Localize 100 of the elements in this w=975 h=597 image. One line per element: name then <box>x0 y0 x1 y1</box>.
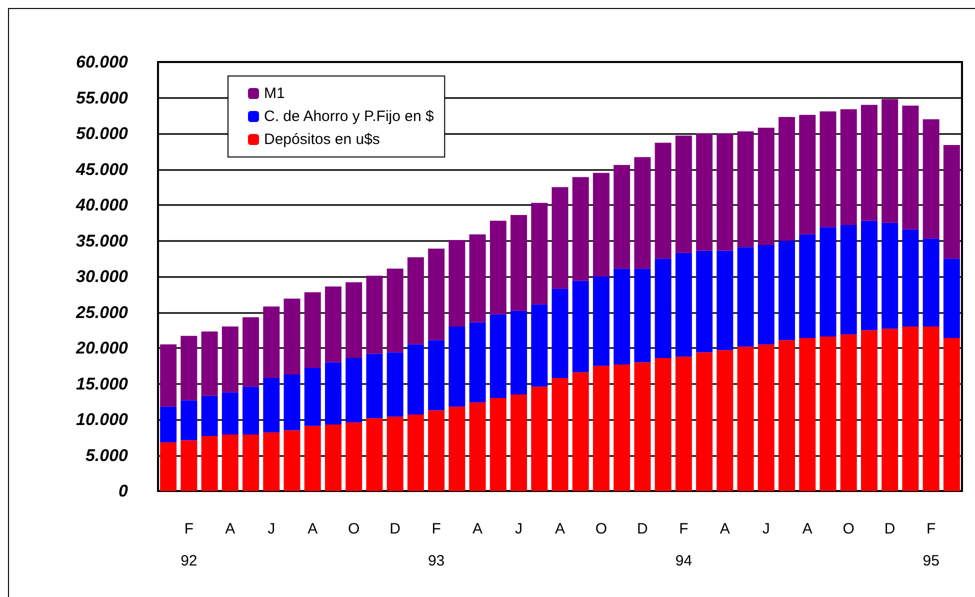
bar <box>572 280 589 372</box>
bar <box>675 252 692 357</box>
bar <box>675 136 692 253</box>
bar <box>882 99 898 223</box>
bar <box>922 238 940 327</box>
bar <box>902 229 919 327</box>
bar <box>531 202 548 304</box>
x-tick-label: D <box>390 520 401 538</box>
bar <box>304 368 321 426</box>
y-tick-label: 20.000 <box>75 338 129 358</box>
bar <box>407 344 424 414</box>
bar <box>634 157 651 269</box>
bar <box>778 117 796 241</box>
bar <box>531 304 548 387</box>
bar <box>922 119 940 239</box>
bar <box>737 247 754 347</box>
bar <box>614 164 630 269</box>
bar <box>160 442 177 491</box>
bar <box>572 372 589 491</box>
bar <box>840 334 857 491</box>
bar <box>304 426 321 491</box>
bar <box>882 328 898 491</box>
y-tick-label: 30.000 <box>76 267 129 286</box>
bar <box>696 250 713 352</box>
bar <box>882 222 898 329</box>
bar <box>366 354 383 418</box>
x-tick-label: O <box>842 520 854 538</box>
bar <box>366 276 383 354</box>
x-tick-label: J <box>515 520 523 538</box>
bar <box>346 282 362 358</box>
legend-label: M1 <box>264 85 285 102</box>
bar <box>324 424 342 491</box>
bar <box>222 434 238 491</box>
bar <box>448 406 466 491</box>
bar <box>428 340 445 410</box>
x-tick-label: A <box>472 520 483 538</box>
bar <box>592 172 610 276</box>
bar <box>654 358 672 491</box>
bar <box>284 374 300 430</box>
bar <box>943 144 960 259</box>
bar <box>201 436 218 491</box>
bar <box>902 106 919 230</box>
bar <box>263 378 280 432</box>
y-tick-label: 55.000 <box>76 88 129 108</box>
bar <box>634 268 651 362</box>
x-tick-label: F 94 <box>675 520 692 570</box>
bar <box>716 134 734 251</box>
bar <box>490 314 506 398</box>
bar <box>799 338 816 491</box>
bar <box>758 245 774 344</box>
bar <box>284 298 300 374</box>
bar <box>943 258 960 338</box>
bar <box>263 432 280 491</box>
bar <box>263 306 280 378</box>
bar <box>820 111 836 228</box>
x-tick-label: F 92 <box>180 520 198 570</box>
bar <box>284 430 300 491</box>
bar <box>922 326 940 491</box>
bar <box>324 286 342 362</box>
bar <box>428 410 445 491</box>
bar <box>490 220 506 314</box>
x-tick-label: D <box>884 520 896 538</box>
bar <box>552 288 568 378</box>
bar <box>510 310 528 394</box>
bar <box>840 225 857 334</box>
bar <box>634 362 651 491</box>
bar <box>242 386 260 435</box>
bar <box>510 215 528 311</box>
x-tick-label: J <box>762 520 770 538</box>
x-tick-label: O <box>348 520 360 538</box>
bar <box>716 250 734 350</box>
y-tick-label: 60.000 <box>76 52 129 72</box>
bar <box>737 131 754 248</box>
bar <box>758 344 774 491</box>
legend-label: C. de Ahorro y P.Fijo en $ <box>264 108 434 125</box>
y-tick-label: 15.000 <box>76 374 129 394</box>
bar <box>696 134 713 251</box>
bar <box>572 177 589 281</box>
bar <box>592 276 610 366</box>
bar <box>778 240 796 340</box>
bar <box>552 378 568 491</box>
bar <box>180 440 198 491</box>
bar <box>510 394 528 491</box>
y-tick-label: 35.000 <box>76 231 129 250</box>
bar <box>160 406 177 442</box>
bar <box>552 187 568 289</box>
bar <box>902 326 919 491</box>
bar <box>860 220 878 330</box>
bar <box>799 234 816 338</box>
y-tick-label: 40.000 <box>75 196 129 214</box>
x-tick-label: A <box>308 520 318 538</box>
bar <box>386 416 404 491</box>
bar <box>614 364 630 491</box>
y-tick-label: 10.000 <box>76 410 129 429</box>
bar <box>304 292 321 368</box>
bar <box>386 352 404 417</box>
bar <box>758 128 774 246</box>
bar <box>180 336 198 400</box>
bar <box>860 330 878 491</box>
bar <box>428 248 445 340</box>
